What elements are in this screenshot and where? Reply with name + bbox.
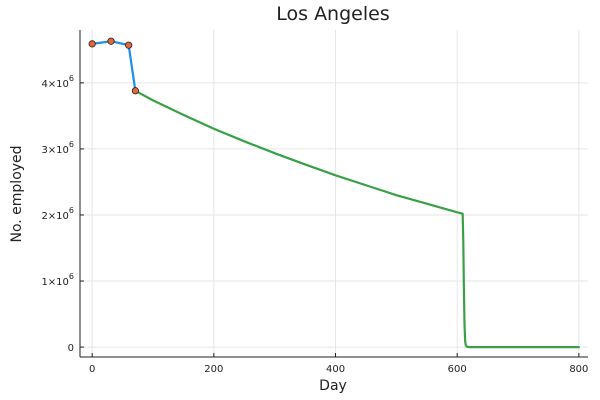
- x-tick-label: 400: [326, 364, 345, 375]
- x-tick-label: 600: [448, 364, 467, 375]
- y-tick-label: 3×106: [41, 140, 74, 156]
- axes: [79, 30, 588, 358]
- x-tick-label: 0: [89, 364, 95, 375]
- grid: [80, 30, 588, 357]
- y-axis-label: No. employed: [9, 145, 25, 242]
- observed-data-point: [125, 41, 133, 49]
- observed-data-point: [131, 87, 139, 95]
- observed-data-point: [107, 37, 115, 45]
- x-tick-label: 800: [569, 364, 588, 375]
- y-ticks: 0 1×106 2×106 3×106 4×106: [41, 74, 84, 354]
- observed-series-line: [91, 40, 137, 92]
- y-tick-label: 4×106: [41, 74, 74, 90]
- observed-data-point: [88, 40, 96, 48]
- y-tick-label: 2×106: [41, 206, 74, 222]
- series-layer: [88, 37, 580, 349]
- x-axis-label: Day: [319, 378, 347, 394]
- x-ticks: 0 200 400 600 800: [89, 353, 588, 375]
- y-tick-label: 0: [68, 343, 74, 354]
- chart-title: Los Angeles: [276, 3, 389, 25]
- y-tick-label: 1×106: [41, 272, 74, 288]
- projection-series-line: [134, 89, 580, 349]
- x-tick-label: 200: [204, 364, 223, 375]
